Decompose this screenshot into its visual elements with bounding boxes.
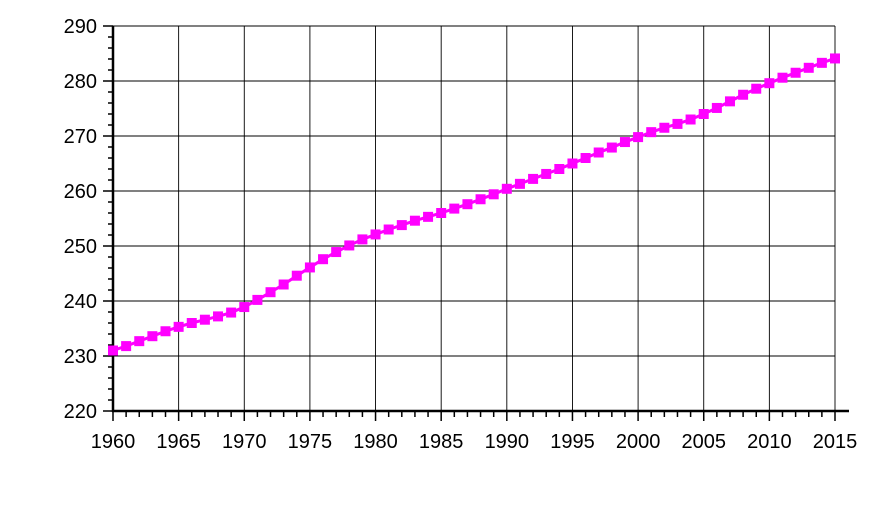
- x-tick-label: 1965: [156, 431, 201, 453]
- data-point: [199, 314, 210, 325]
- y-tick-label: 280: [64, 71, 97, 93]
- x-tick-label: 1985: [419, 431, 464, 453]
- data-point: [344, 240, 355, 251]
- data-point: [357, 234, 368, 245]
- x-tick-label: 1990: [485, 431, 530, 453]
- data-point: [830, 53, 840, 64]
- data-point: [816, 57, 827, 68]
- axes: [111, 26, 849, 413]
- x-tick-label: 1975: [288, 431, 333, 453]
- data-point: [318, 254, 329, 265]
- data-point: [436, 208, 447, 218]
- data-point: [659, 122, 670, 133]
- data-point: [764, 78, 775, 89]
- x-tick-label: 1960: [91, 431, 136, 453]
- x-tick-label: 2010: [747, 431, 792, 453]
- x-tick-label: 1980: [353, 431, 398, 453]
- data-point: [606, 142, 617, 153]
- data-point: [409, 215, 420, 226]
- data-point: [423, 211, 434, 222]
- data-point: [777, 72, 788, 83]
- data-point: [528, 173, 539, 184]
- data-point: [593, 147, 604, 158]
- data-point: [265, 287, 276, 298]
- data-point: [108, 345, 118, 356]
- data-point: [160, 326, 171, 337]
- data-point: [685, 114, 696, 125]
- ticks: 220 230 240 250 260 270 280 290 1960 1965 1970 1975…: [64, 16, 858, 453]
- x-tick-label: 2015: [813, 431, 858, 453]
- data-point: [213, 311, 224, 322]
- y-tick-label: 240: [64, 291, 97, 313]
- data-point: [147, 331, 158, 342]
- data-point: [278, 279, 289, 290]
- x-tick-label: 2005: [681, 431, 726, 453]
- y-tick-label: 220: [64, 401, 97, 423]
- data-point: [698, 109, 709, 119]
- data-point: [370, 229, 381, 240]
- data-point: [567, 158, 578, 169]
- data-point: [619, 137, 630, 148]
- x-tick-label: 1970: [222, 431, 267, 453]
- data-point: [331, 247, 342, 258]
- data-point: [580, 153, 591, 163]
- data-point: [672, 118, 683, 129]
- data-point: [383, 224, 394, 235]
- data-point: [226, 307, 237, 318]
- data-point: [449, 203, 460, 214]
- data-point: [711, 102, 722, 113]
- data-point: [396, 220, 407, 231]
- data-point: [239, 302, 250, 313]
- y-tick-label: 260: [64, 181, 97, 203]
- data-point: [186, 318, 197, 328]
- grid-lines: [113, 25, 836, 411]
- x-tick-label: 1995: [550, 431, 595, 453]
- data-point: [121, 341, 132, 352]
- data-point: [541, 168, 552, 179]
- data-point: [790, 67, 801, 78]
- data-point: [462, 199, 473, 210]
- data-point: [134, 336, 145, 347]
- series: [108, 53, 840, 356]
- data-point: [724, 96, 735, 107]
- data-point: [803, 62, 814, 73]
- data-point: [514, 178, 525, 189]
- data-point: [304, 262, 315, 273]
- data-point: [173, 321, 184, 332]
- data-point: [554, 164, 565, 174]
- data-point: [475, 194, 486, 205]
- data-point: [646, 127, 657, 138]
- data-point: [738, 89, 749, 100]
- x-tick-label: 2000: [616, 431, 661, 453]
- y-tick-label: 270: [64, 126, 97, 148]
- data-point: [751, 83, 762, 94]
- data-point: [291, 270, 302, 281]
- data-point: [252, 294, 263, 305]
- y-tick-label: 250: [64, 236, 97, 258]
- data-point: [633, 132, 644, 143]
- data-point: [488, 189, 499, 200]
- y-tick-label: 290: [64, 16, 97, 38]
- y-tick-label: 230: [64, 346, 97, 368]
- data-point: [501, 183, 512, 194]
